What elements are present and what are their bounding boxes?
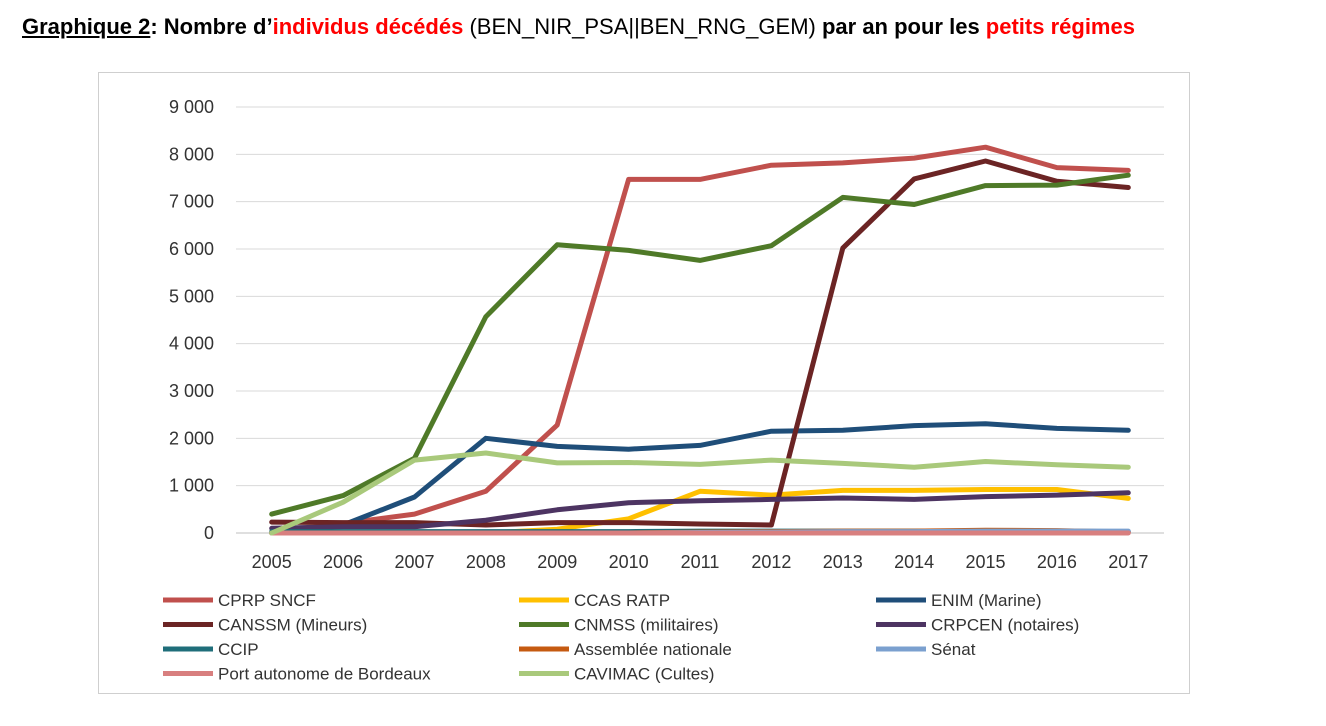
legend-item: Port autonome de Bordeaux <box>163 665 431 684</box>
y-tick-label: 0 <box>204 523 214 543</box>
chart-title: Graphique 2: Nombre d’individus décédés … <box>22 14 1312 40</box>
y-tick-label: 6 000 <box>169 239 214 259</box>
x-tick-label: 2011 <box>681 552 720 572</box>
legend-item: Sénat <box>876 640 976 659</box>
y-tick-label: 8 000 <box>169 144 214 164</box>
legend-label: CPRP SNCF <box>218 591 316 610</box>
y-axis-ticks: 0 1 000 2 000 3 000 4 000 5 000 6 000 7 000 8 00… <box>169 97 214 543</box>
legend-label: CANSSM (Mineurs) <box>218 616 367 635</box>
x-axis-ticks: 2005 2006 2007 2008 2009 2010 2011 2012 2013 2014… <box>252 552 1149 572</box>
legend: CPRP SNCF CCAS RATP ENIM (Marine) CANSSM (M… <box>163 591 1079 684</box>
legend-label: CNMSS (militaires) <box>574 616 719 635</box>
title-part1: : Nombre d’ <box>150 14 273 39</box>
legend-label: ENIM (Marine) <box>931 591 1042 610</box>
legend-label: CRPCEN (notaires) <box>931 616 1079 635</box>
y-tick-label: 7 000 <box>169 192 214 212</box>
x-tick-label: 2016 <box>1037 552 1077 572</box>
x-tick-label: 2010 <box>609 552 649 572</box>
x-tick-label: 2006 <box>323 552 363 572</box>
series-line-crpcen-notaires <box>269 490 1131 531</box>
legend-item: CAVIMAC (Cultes) <box>519 665 714 684</box>
title-part2: individus décédés <box>272 14 464 39</box>
x-tick-label: 2009 <box>537 552 577 572</box>
title-part3: (BEN_NIR_PSA||BEN_RNG_GEM) <box>463 14 822 39</box>
legend-item: Assemblée nationale <box>519 640 732 659</box>
legend-label: Assemblée nationale <box>574 640 732 659</box>
legend-item: CPRP SNCF <box>163 591 316 610</box>
x-tick-label: 2013 <box>823 552 863 572</box>
x-tick-label: 2008 <box>466 552 506 572</box>
legend-label: Sénat <box>931 640 976 659</box>
x-tick-label: 2014 <box>894 552 934 572</box>
y-tick-label: 2 000 <box>169 428 214 448</box>
legend-item: CRPCEN (notaires) <box>876 616 1079 635</box>
legend-label: CAVIMAC (Cultes) <box>574 665 714 684</box>
legend-label: Port autonome de Bordeaux <box>218 665 431 684</box>
legend-item: ENIM (Marine) <box>876 591 1042 610</box>
legend-label: CCAS RATP <box>574 591 670 610</box>
y-tick-label: 3 000 <box>169 381 214 401</box>
title-part4: par an pour les <box>821 14 986 39</box>
x-tick-label: 2005 <box>252 552 292 572</box>
legend-item: CANSSM (Mineurs) <box>163 616 367 635</box>
title-prefix: Graphique 2 <box>22 14 151 39</box>
series-line-cprp-sncf <box>269 144 1131 536</box>
legend-item: CCAS RATP <box>519 591 670 610</box>
chart-area <box>98 72 1190 694</box>
y-tick-label: 1 000 <box>169 476 214 496</box>
legend-label: CCIP <box>218 640 259 659</box>
x-tick-label: 2015 <box>966 552 1006 572</box>
y-tick-label: 9 000 <box>169 97 214 117</box>
series-line-enim-marine <box>269 421 1131 536</box>
title-part5: petits régimes <box>985 14 1135 39</box>
series-line-cavimac-cultes <box>269 450 1131 536</box>
series-lines <box>269 144 1131 536</box>
x-tick-label: 2012 <box>751 552 791 572</box>
y-tick-label: 5 000 <box>169 286 214 306</box>
legend-item: CCIP <box>163 640 259 659</box>
x-tick-label: 2007 <box>394 552 434 572</box>
series-line-canssm-mineurs <box>269 158 1131 528</box>
x-tick-label: 2017 <box>1108 552 1148 572</box>
legend-item: CNMSS (militaires) <box>519 616 719 635</box>
y-tick-label: 4 000 <box>169 334 214 354</box>
